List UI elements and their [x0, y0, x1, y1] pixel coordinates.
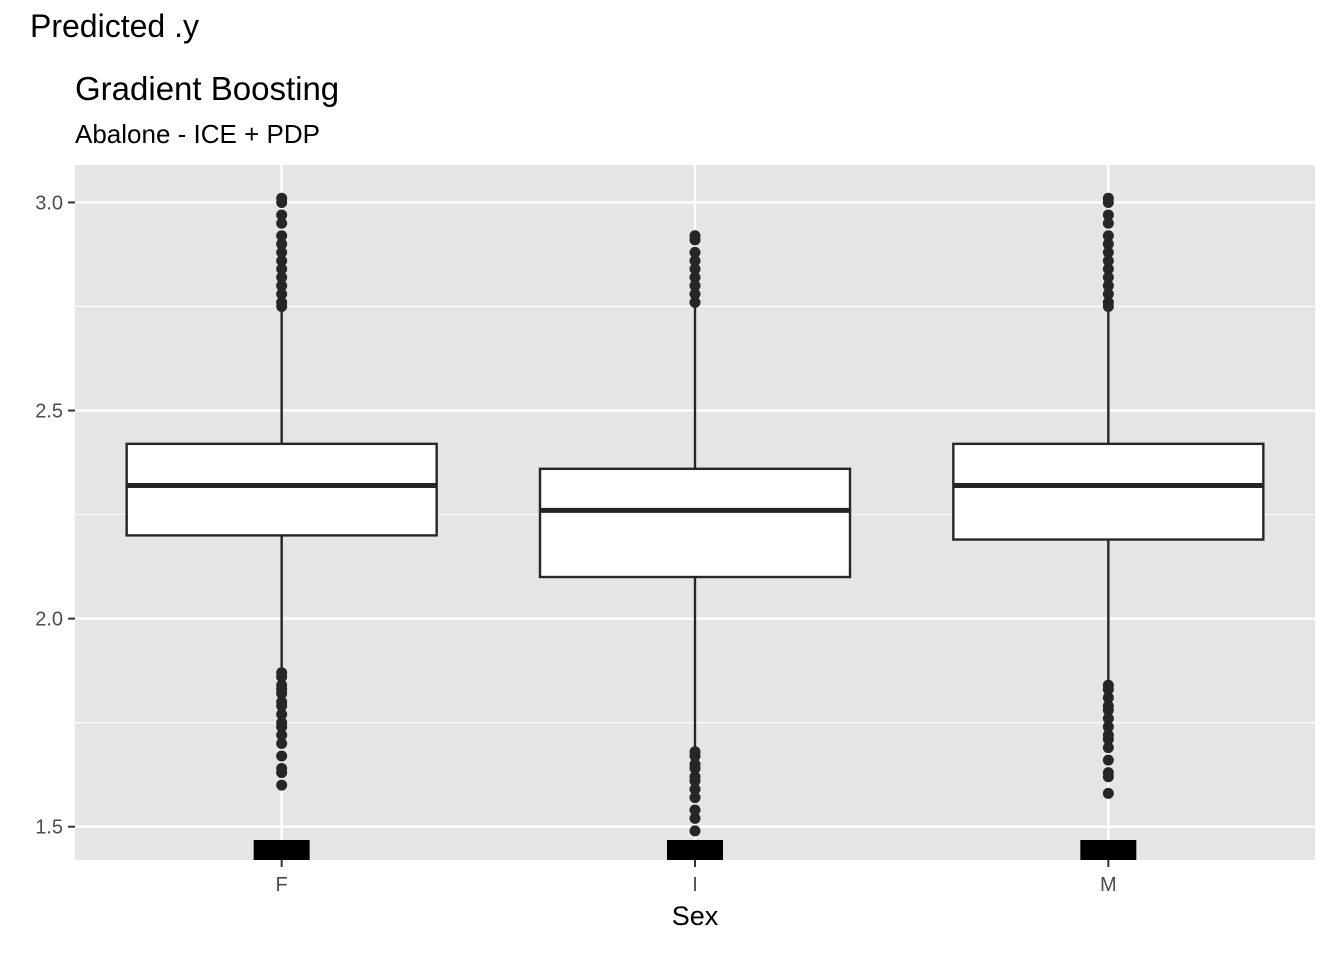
- outlier-point: [1102, 192, 1114, 204]
- outlier-point: [1102, 255, 1114, 267]
- outlier-point: [1102, 296, 1114, 308]
- outlier-point: [1102, 713, 1114, 725]
- outlier-point: [276, 679, 288, 691]
- outlier-point: [1102, 767, 1114, 779]
- rug-mark: [1080, 840, 1137, 860]
- rug-mark: [253, 840, 310, 860]
- outlier-point: [1102, 721, 1114, 733]
- outlier-point: [689, 783, 701, 795]
- outlier-point: [276, 296, 288, 308]
- outlier-point: [689, 825, 701, 837]
- outlier-point: [276, 255, 288, 267]
- outlier-point: [1102, 742, 1114, 754]
- x-tick-label: F: [276, 874, 288, 896]
- outlier-point: [276, 209, 288, 221]
- chart-title: Gradient Boosting: [75, 70, 340, 107]
- outlier-point: [276, 263, 288, 275]
- x-tick-label: I: [692, 874, 698, 896]
- box-I: [538, 467, 852, 579]
- outlier-point: [689, 812, 701, 824]
- outlier-point: [1102, 754, 1114, 766]
- outlier-point: [689, 758, 701, 770]
- outlier-point: [276, 717, 288, 729]
- outlier-point: [689, 746, 701, 758]
- outlier-point: [1102, 263, 1114, 275]
- outlier-point: [1102, 217, 1114, 229]
- outlier-point: [689, 792, 701, 804]
- outlier-point: [689, 288, 701, 300]
- outlier-point: [276, 230, 288, 242]
- outlier-point: [276, 280, 288, 292]
- y-tick-label: 2.5: [35, 401, 63, 423]
- outlier-point: [689, 255, 701, 267]
- outlier-point: [1102, 729, 1114, 741]
- outlier-point: [276, 217, 288, 229]
- chart-subtitle: Abalone - ICE + PDP: [75, 119, 320, 149]
- outlier-point: [689, 263, 701, 275]
- outlier-point: [276, 762, 288, 774]
- outlier-point: [276, 271, 288, 283]
- outlier-point: [1102, 692, 1114, 704]
- box-F: [125, 442, 438, 537]
- outlier-point: [1102, 288, 1114, 300]
- outlier-point: [276, 750, 288, 762]
- outlier-point: [689, 296, 701, 308]
- outlier-point: [276, 238, 288, 250]
- outlier-point: [276, 779, 288, 791]
- x-tick-label: M: [1100, 874, 1117, 896]
- plot-top-label: Predicted .y: [30, 8, 199, 44]
- rug-mark: [667, 840, 723, 860]
- outlier-point: [1102, 679, 1114, 691]
- outlier-point: [276, 696, 288, 708]
- box-M: [952, 442, 1265, 541]
- x-axis-title: Sex: [672, 901, 719, 931]
- outlier-point: [689, 280, 701, 292]
- outlier-point: [276, 288, 288, 300]
- outlier-point: [1102, 230, 1114, 242]
- outlier-point: [276, 192, 288, 204]
- outlier-point: [276, 708, 288, 720]
- outlier-point: [276, 667, 288, 679]
- outlier-point: [1102, 271, 1114, 283]
- outlier-point: [1102, 238, 1114, 250]
- outlier-point: [1102, 787, 1114, 799]
- y-tick-label: 1.5: [35, 817, 63, 839]
- y-tick-label: 3.0: [35, 192, 63, 214]
- outlier-point: [1102, 700, 1114, 712]
- outlier-point: [1102, 209, 1114, 221]
- outlier-point: [1102, 280, 1114, 292]
- outlier-point: [689, 804, 701, 816]
- outlier-point: [276, 729, 288, 741]
- outlier-point: [689, 771, 701, 783]
- outlier-point: [689, 230, 701, 242]
- outlier-point: [689, 246, 701, 258]
- outlier-point: [689, 271, 701, 283]
- outlier-point: [276, 737, 288, 749]
- outlier-point: [276, 246, 288, 258]
- y-tick-label: 2.0: [35, 609, 63, 631]
- outlier-point: [1102, 246, 1114, 258]
